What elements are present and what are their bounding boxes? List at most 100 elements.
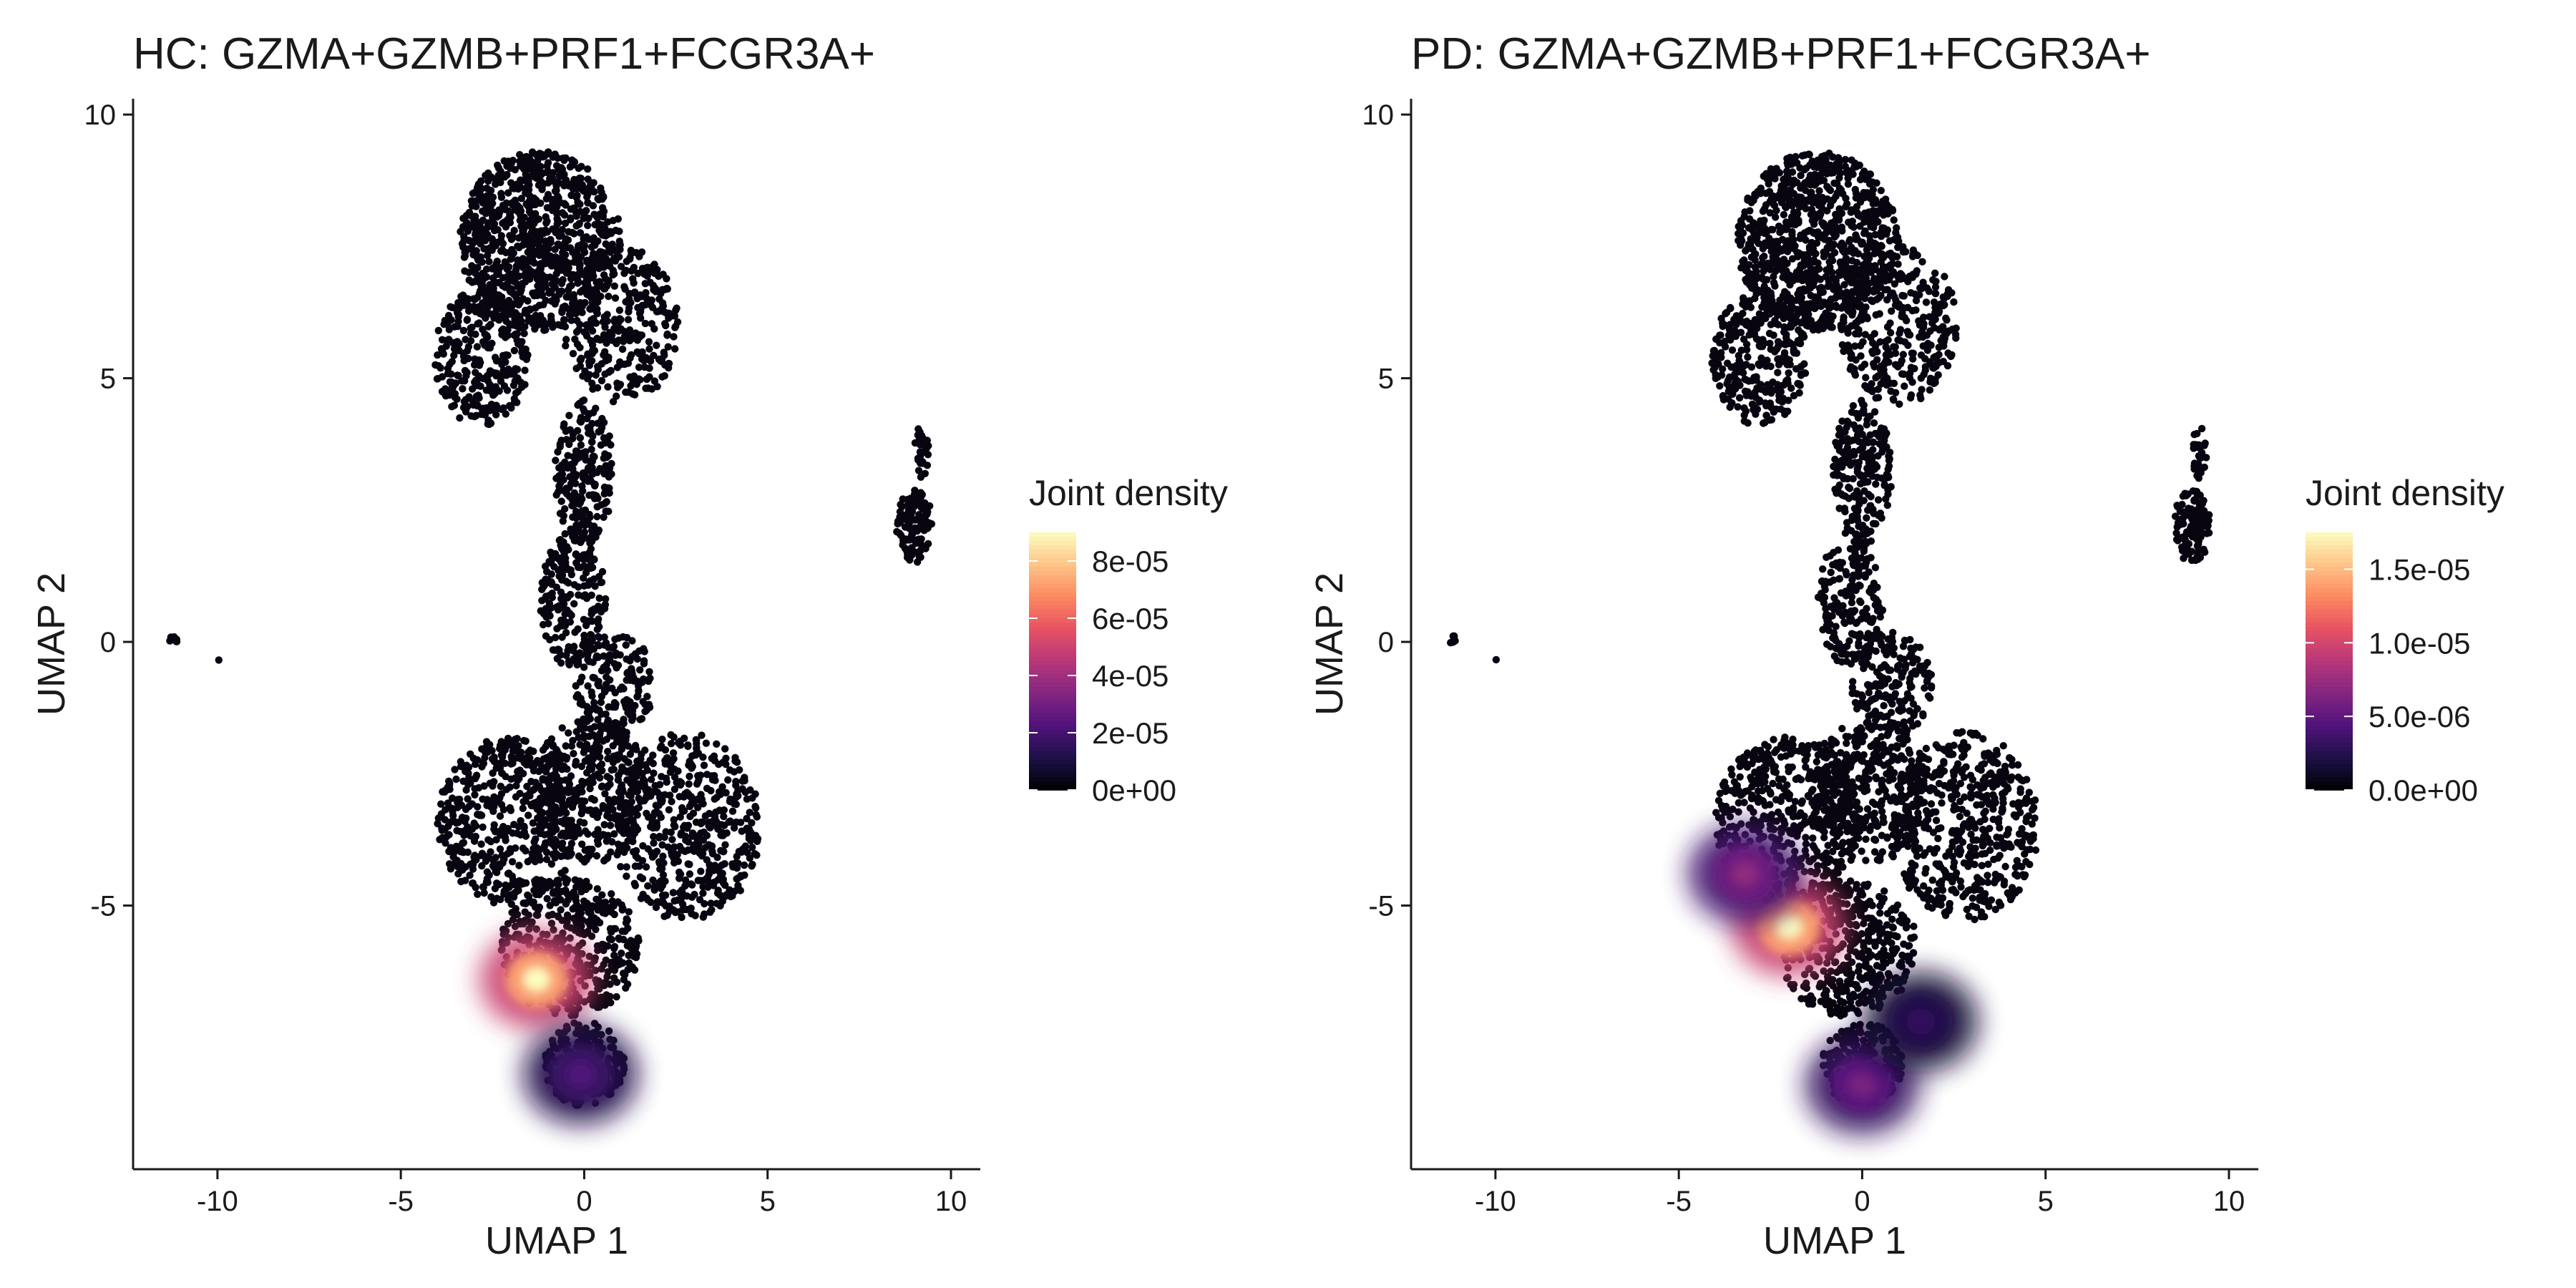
cell-point xyxy=(563,765,571,774)
colorbar-segment xyxy=(1029,545,1076,550)
cell-point xyxy=(486,779,494,787)
cell-point xyxy=(545,620,552,628)
colorbar-segment xyxy=(1029,773,1076,778)
cell-point xyxy=(537,180,545,188)
cell-point xyxy=(516,157,524,165)
cell-point xyxy=(623,844,631,852)
cell-point xyxy=(914,467,923,474)
cell-point xyxy=(650,269,658,277)
cell-point xyxy=(553,220,561,228)
cell-point xyxy=(485,871,493,879)
cell-point xyxy=(600,469,608,478)
cell-point xyxy=(598,891,606,899)
cell-point xyxy=(703,874,712,882)
cell-point xyxy=(649,759,657,768)
cell-point xyxy=(442,342,450,350)
cell-point xyxy=(640,270,648,278)
cell-point xyxy=(688,881,696,889)
cell-point xyxy=(599,212,607,220)
cell-point xyxy=(589,748,597,756)
cell-point xyxy=(492,854,499,862)
cell-point xyxy=(603,972,611,981)
cell-point xyxy=(595,615,602,623)
cell-point xyxy=(629,275,637,283)
cell-point xyxy=(914,515,922,524)
cell-point xyxy=(698,849,706,857)
cell-point xyxy=(586,540,594,547)
cell-point xyxy=(481,330,489,338)
cell-point xyxy=(748,819,756,827)
cell-point xyxy=(700,828,708,836)
colorbar-segment xyxy=(1029,777,1076,782)
cell-point xyxy=(566,844,574,853)
cell-point xyxy=(521,185,529,192)
cell-point xyxy=(696,896,704,904)
cell-point xyxy=(648,320,655,328)
cell-point xyxy=(534,814,542,822)
colorbar-label: 4e-05 xyxy=(1092,659,1169,693)
cell-point xyxy=(472,230,479,239)
cell-point xyxy=(613,339,620,348)
cell-point xyxy=(514,299,522,307)
cell-point xyxy=(460,253,469,261)
cell-point xyxy=(531,325,539,333)
cell-point xyxy=(522,917,531,924)
cell-point xyxy=(605,489,613,497)
cell-point xyxy=(602,595,610,603)
cell-point xyxy=(595,706,603,714)
cell-point xyxy=(550,888,557,896)
cell-point xyxy=(489,769,497,777)
cell-point xyxy=(459,326,468,335)
cell-point xyxy=(615,238,623,245)
cell-point xyxy=(605,904,614,912)
cell-point xyxy=(471,791,479,799)
cell-point xyxy=(1772,213,1780,221)
cell-point xyxy=(680,821,688,829)
cell-point xyxy=(600,513,608,521)
cell-point xyxy=(522,200,530,208)
cell-point xyxy=(925,519,933,527)
cell-point xyxy=(492,372,500,380)
cell-point xyxy=(688,763,696,771)
cell-point xyxy=(585,779,594,787)
cell-point xyxy=(572,364,580,373)
cell-point xyxy=(558,225,567,234)
cell-point xyxy=(593,916,601,924)
cell-point xyxy=(559,546,567,554)
cell-point xyxy=(611,635,619,643)
cell-point xyxy=(491,884,499,893)
cell-point xyxy=(662,774,670,782)
cell-point xyxy=(459,291,467,299)
cell-point xyxy=(441,839,449,847)
cell-point xyxy=(532,779,540,786)
cell-point xyxy=(564,647,572,655)
cell-point xyxy=(490,314,498,322)
cell-point xyxy=(508,200,517,209)
cell-point xyxy=(583,321,591,329)
cell-point xyxy=(499,170,507,179)
cell-point xyxy=(530,838,538,846)
cell-point xyxy=(629,714,637,722)
cell-point xyxy=(467,831,474,840)
cell-point xyxy=(553,215,561,223)
cell-point xyxy=(605,469,613,478)
cell-point xyxy=(1759,208,1767,215)
colorbar-segment xyxy=(1029,640,1076,645)
cell-point xyxy=(610,255,618,263)
cell-point xyxy=(518,231,526,240)
cell-point xyxy=(642,863,650,871)
cell-point xyxy=(551,187,560,195)
cell-point xyxy=(454,371,462,380)
cell-point xyxy=(666,760,675,769)
cell-point xyxy=(665,806,673,814)
cell-point xyxy=(664,843,672,852)
cell-point xyxy=(671,345,679,353)
cell-point xyxy=(620,975,628,984)
cell-point xyxy=(686,772,693,781)
cell-point xyxy=(569,270,577,279)
cell-point xyxy=(663,331,671,339)
cell-point xyxy=(508,872,516,880)
